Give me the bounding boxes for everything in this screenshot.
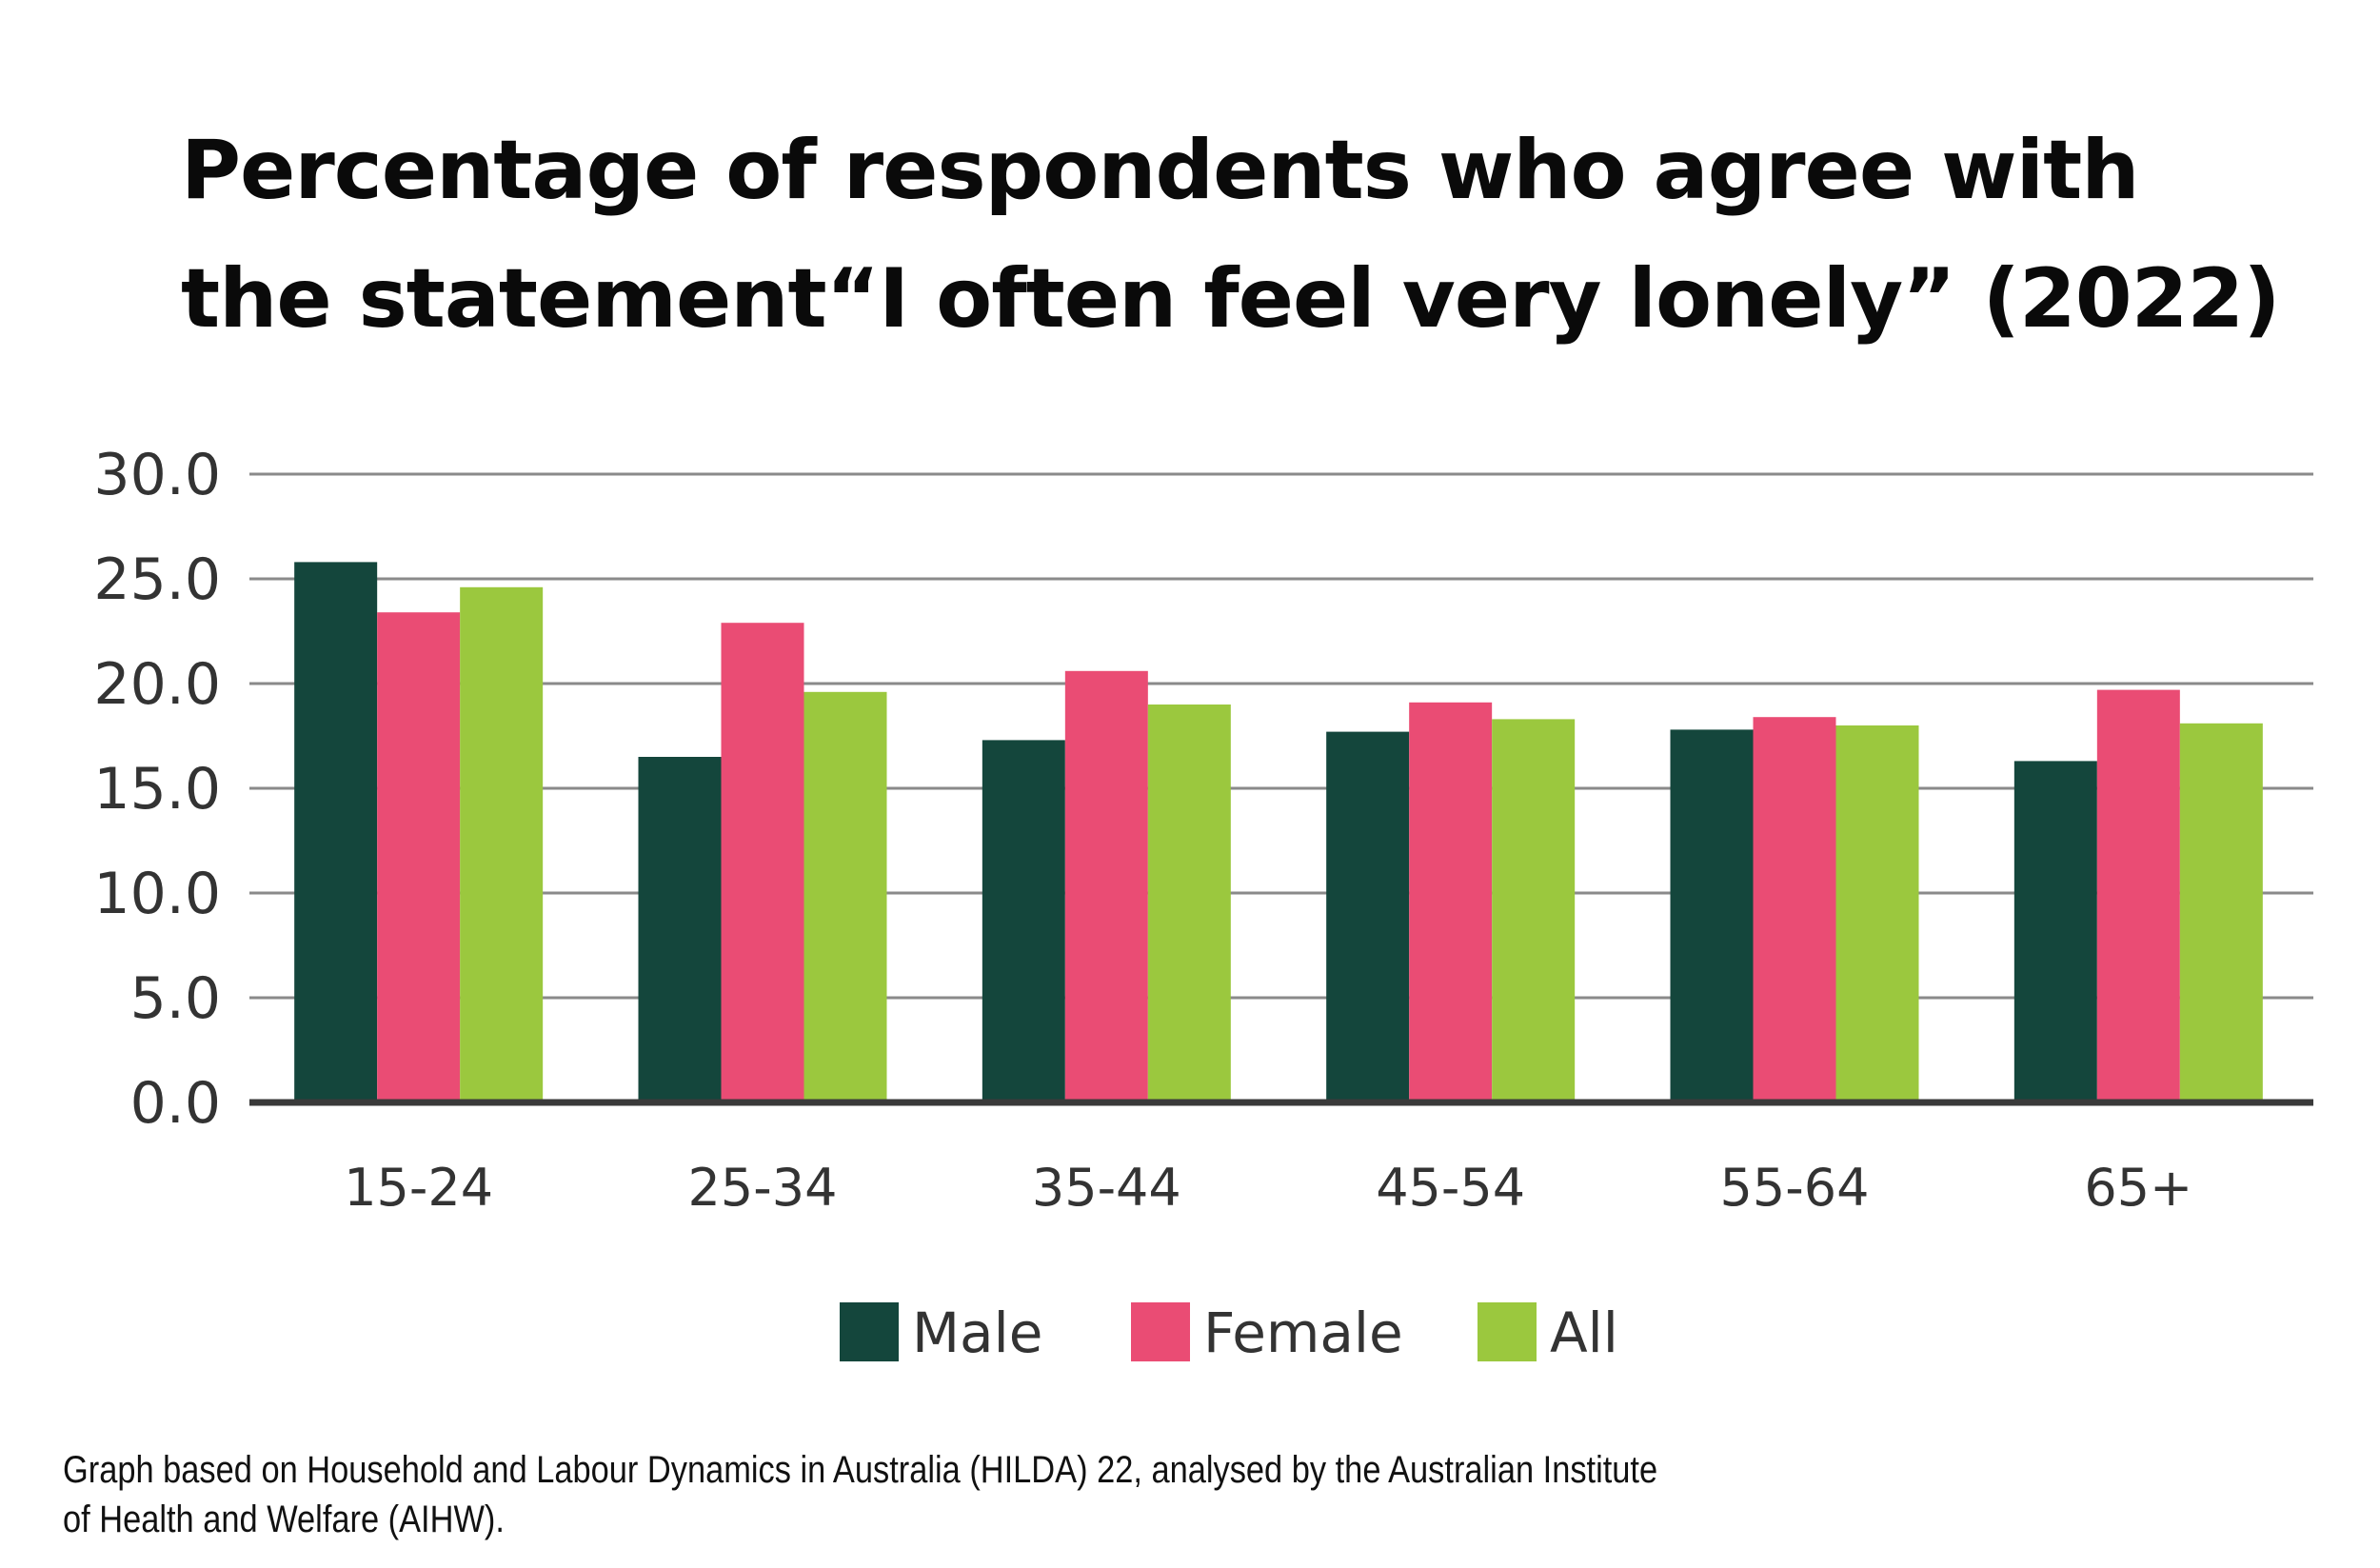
bar-male-15-24 xyxy=(294,562,378,1102)
x-category-label: 15-24 xyxy=(344,1158,493,1218)
bar-female-55-64 xyxy=(1753,717,1836,1102)
bar-female-65 xyxy=(2096,689,2180,1102)
y-tick-label: 25.0 xyxy=(93,546,221,613)
legend: Male Female All xyxy=(840,1300,1618,1365)
legend-swatch-all xyxy=(1478,1302,1537,1361)
bars xyxy=(294,562,2263,1102)
x-category-label: 25-34 xyxy=(688,1158,838,1218)
x-category-label: 45-54 xyxy=(1376,1158,1525,1218)
legend-label-female: Female xyxy=(1203,1300,1403,1365)
bar-all-65 xyxy=(2179,723,2263,1102)
chart-title: Percentage of respondents who agree with… xyxy=(181,107,2323,364)
bar-female-25-34 xyxy=(721,623,804,1102)
source-note-line-2: of Health and Welfare (AIHW). xyxy=(63,1499,505,1540)
y-tick-label: 5.0 xyxy=(130,965,221,1032)
gridlines xyxy=(249,472,2313,1000)
y-tick-label: 30.0 xyxy=(93,442,221,508)
y-axis-tick-labels: 0.0 5.0 10.0 15.0 20.0 25.0 30.0 xyxy=(93,442,221,1137)
y-tick-label: 20.0 xyxy=(93,651,221,718)
legend-swatch-male xyxy=(840,1302,899,1361)
y-tick-label: 0.0 xyxy=(130,1070,221,1137)
source-note: Graph based on Household and Labour Dyna… xyxy=(63,1445,1782,1544)
x-axis-category-labels: 15-24 25-34 35-44 45-54 55-64 65+ xyxy=(344,1158,2192,1218)
legend-label-all: All xyxy=(1550,1300,1618,1365)
source-note-line-1: Graph based on Household and Labour Dyna… xyxy=(63,1449,1658,1491)
bar-male-65 xyxy=(2013,761,2097,1102)
bar-male-25-34 xyxy=(638,757,722,1102)
bar-female-35-44 xyxy=(1064,670,1148,1102)
x-category-label: 35-44 xyxy=(1032,1158,1181,1218)
bar-female-45-54 xyxy=(1409,702,1493,1102)
y-tick-label: 15.0 xyxy=(93,756,221,823)
bar-female-15-24 xyxy=(377,612,461,1102)
bar-male-35-44 xyxy=(982,740,1065,1102)
x-category-label: 55-64 xyxy=(1720,1158,1870,1218)
bar-male-45-54 xyxy=(1326,731,1410,1102)
bar-all-45-54 xyxy=(1492,719,1576,1102)
bar-all-55-64 xyxy=(1835,725,1919,1102)
x-category-label: 65+ xyxy=(2084,1158,2192,1218)
bar-male-55-64 xyxy=(1670,729,1754,1102)
chart-title-line-1: Percentage of respondents who agree with xyxy=(181,123,2139,218)
bar-all-35-44 xyxy=(1147,705,1231,1102)
chart-title-line-2: the statement“I often feel very lonely” … xyxy=(181,251,2281,347)
legend-swatch-female xyxy=(1131,1302,1190,1361)
bar-all-25-34 xyxy=(803,691,887,1102)
legend-label-male: Male xyxy=(912,1300,1042,1365)
y-tick-label: 10.0 xyxy=(93,861,221,927)
bar-all-15-24 xyxy=(460,586,544,1102)
